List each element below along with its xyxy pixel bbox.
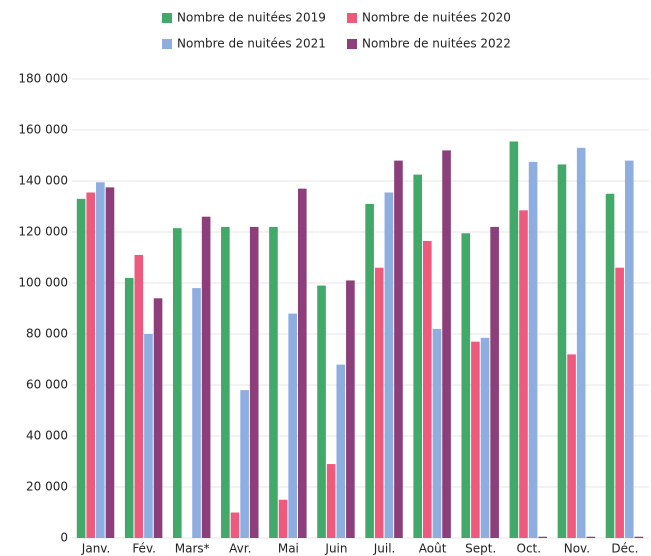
y-tick-label: 160 000 [18, 123, 68, 137]
y-tick-label: 140 000 [18, 174, 68, 188]
x-tick-label: Janv. [81, 542, 110, 556]
bar [124, 277, 134, 538]
bar [288, 313, 297, 538]
legend-label: Nombre de nuitées 2020 [362, 11, 511, 25]
bar [317, 285, 326, 538]
bar [249, 226, 259, 538]
legend-label: Nombre de nuitées 2021 [177, 37, 326, 51]
bar [384, 192, 394, 538]
bar [96, 182, 105, 538]
legend-label: Nombre de nuitées 2019 [177, 11, 326, 25]
y-tick-label: 40 000 [26, 429, 68, 443]
bar [336, 364, 346, 538]
bar [605, 193, 615, 538]
bar [201, 216, 211, 538]
bar [624, 160, 634, 538]
bar [480, 337, 490, 538]
x-tick-label: Nov. [564, 542, 590, 556]
bar [567, 354, 576, 538]
bar [86, 192, 96, 538]
bar [442, 150, 451, 538]
legend-swatch [347, 13, 357, 23]
x-tick-label: Déc. [611, 542, 638, 556]
bar [471, 341, 480, 538]
y-tick-label: 0 [60, 531, 68, 545]
bar [461, 233, 471, 538]
x-tick-label: Sept. [465, 542, 496, 556]
bar [278, 499, 288, 538]
bar [509, 141, 519, 538]
x-tick-label: Juin [324, 542, 347, 556]
y-tick-label: 80 000 [26, 327, 68, 341]
bar [394, 160, 403, 538]
bar [144, 334, 153, 538]
bar [134, 254, 144, 538]
legend-swatch [162, 13, 172, 23]
bar [615, 267, 624, 538]
legend-label: Nombre de nuitées 2022 [362, 37, 511, 51]
x-tick-label: Fév. [132, 542, 156, 556]
bar [221, 226, 230, 538]
legend-swatch [347, 39, 357, 49]
y-tick-label: 60 000 [26, 378, 68, 392]
bar [269, 226, 278, 538]
x-tick-label: Mai [278, 542, 299, 556]
x-tick-label: Mars* [175, 542, 210, 556]
bar [240, 390, 249, 538]
legend-swatch [162, 39, 172, 49]
bar [557, 164, 567, 539]
bar [423, 240, 432, 539]
bar [76, 198, 86, 538]
y-tick-label: 120 000 [18, 225, 68, 239]
bar [192, 288, 201, 538]
bar [153, 298, 163, 538]
bar [326, 464, 336, 538]
x-tick-label: Août [419, 542, 447, 556]
x-tick-label: Juil. [373, 542, 396, 556]
bar [413, 174, 423, 538]
bar [346, 280, 355, 538]
bar [432, 328, 442, 538]
bar [538, 536, 548, 538]
bar [576, 147, 586, 538]
y-tick-label: 20 000 [26, 480, 68, 494]
bar [297, 188, 307, 538]
bar [374, 267, 384, 538]
y-tick-label: 100 000 [18, 276, 68, 290]
bar [365, 203, 374, 538]
bar [586, 536, 596, 538]
x-tick-label: Oct. [517, 542, 542, 556]
x-tick-label: Avr. [229, 542, 251, 556]
bar [519, 210, 528, 538]
bar [490, 226, 499, 538]
bar [230, 512, 240, 538]
bar [634, 536, 644, 538]
bar [105, 187, 115, 538]
bar [528, 161, 538, 538]
bar [172, 228, 182, 539]
y-tick-label: 180 000 [18, 72, 68, 86]
